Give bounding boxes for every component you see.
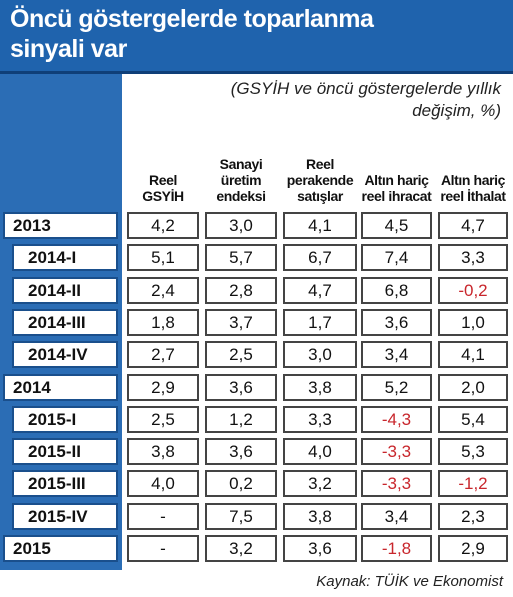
cell: 4,5 [361,212,432,239]
row-label: 2015-III [12,470,118,498]
cell: 3,8 [127,438,199,466]
cell: 4,0 [127,470,199,498]
cell: 4,1 [283,212,357,239]
cell: 1,7 [283,308,357,336]
cell: 2,4 [127,276,199,304]
cell: 1,8 [127,308,199,336]
cell: 3,7 [205,308,277,336]
cell: -4,3 [361,405,432,433]
subtitle: (GSYİH ve öncü göstergelerde yıllık deği… [230,79,501,120]
cell: 3,3 [438,244,508,272]
cell: 2,9 [127,373,199,401]
cell: 3,4 [361,502,432,530]
cell: 4,7 [438,212,508,239]
cell: 3,0 [205,212,277,239]
cell: -1,2 [438,470,508,498]
title: Öncü göstergelerde toparlanma sinyali va… [10,5,374,63]
cell: -3,3 [361,438,432,466]
cell: 5,2 [361,373,432,401]
row-label: 2015-II [12,438,118,466]
row-label: 2014-I [12,244,118,272]
cell: 5,3 [438,438,508,466]
cell: 7,4 [361,244,432,272]
source: Kaynak: TÜİK ve Ekonomist [316,573,503,590]
cell: -0,2 [438,276,508,304]
cell: 2,0 [438,373,508,401]
cell: 5,4 [438,405,508,433]
cell: 4,2 [127,212,199,239]
column-header: Sanayi üretim endeksi [216,156,266,204]
column-header: Reel GSYİH [142,172,184,204]
cell: 6,8 [361,276,432,304]
cell: 2,7 [127,341,199,369]
cell: 2,5 [127,405,199,433]
row-label: 2013 [3,212,118,239]
cell: 0,2 [205,470,277,498]
row-label: 2014 [3,373,118,401]
cell: 3,2 [283,470,357,498]
cell: - [127,502,199,530]
cell: 5,1 [127,244,199,272]
cell: 3,8 [283,373,357,401]
cell: -3,3 [361,470,432,498]
cell: 2,3 [438,502,508,530]
title-box [0,0,513,74]
column-header: Reel perakende satışlar [286,156,354,204]
row-label: 2015-I [12,405,118,433]
cell: 2,8 [205,276,277,304]
cell: 3,6 [205,373,277,401]
cell: 4,1 [438,341,508,369]
row-label: 2015-IV [12,502,118,530]
cell: 3,6 [205,438,277,466]
cell: 4,7 [283,276,357,304]
row-label: 2014-IV [12,341,118,369]
cell: -1,8 [361,535,432,562]
cell: 3,8 [283,502,357,530]
row-label: 2014-III [12,308,118,336]
row-label: 2014-II [12,276,118,304]
cell: 3,2 [205,535,277,562]
column-header: Altın hariç reel ihracat [361,172,432,204]
cell: 3,4 [361,341,432,369]
column-header: Altın hariç reel İthalat [440,172,506,204]
cell: 3,3 [283,405,357,433]
cell: 1,2 [205,405,277,433]
cell: 7,5 [205,502,277,530]
cell: 6,7 [283,244,357,272]
cell: 2,9 [438,535,508,562]
row-label: 2015 [3,535,118,562]
cell: 3,6 [361,308,432,336]
cell: 1,0 [438,308,508,336]
cell: 3,6 [283,535,357,562]
cell: 3,0 [283,341,357,369]
cell: 4,0 [283,438,357,466]
cell: 2,5 [205,341,277,369]
cell: - [127,535,199,562]
cell: 5,7 [205,244,277,272]
